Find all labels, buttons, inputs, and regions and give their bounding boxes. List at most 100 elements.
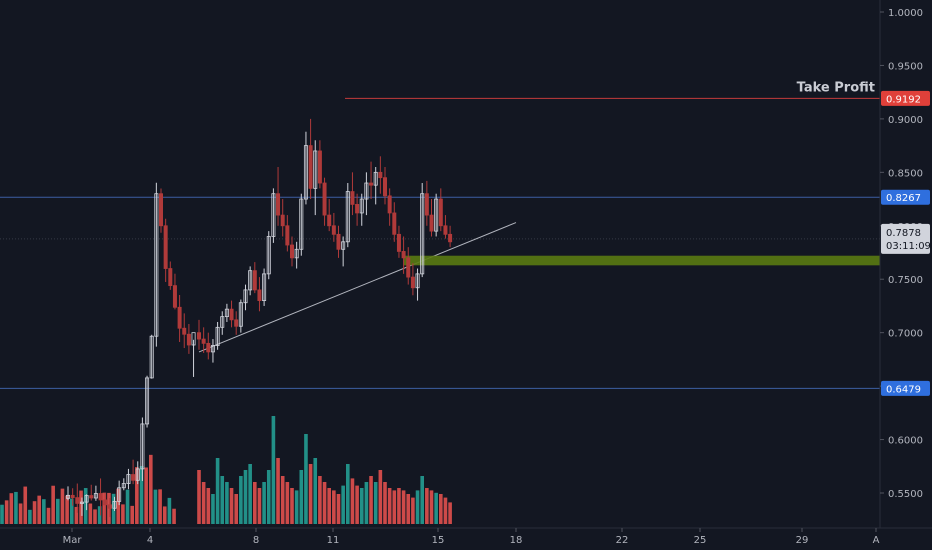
candle-early (140, 417, 145, 482)
volume-bar (322, 482, 327, 524)
candle-early (182, 313, 187, 349)
volume-bar-early (172, 508, 176, 524)
volume-bar-early (69, 498, 74, 524)
x-tick-label: 4 (147, 535, 153, 546)
candle (364, 172, 369, 216)
candle-early (126, 468, 131, 490)
volume-bar (294, 490, 299, 524)
candle (271, 188, 276, 243)
candle-body (89, 495, 94, 499)
x-tick-label: 25 (694, 535, 707, 546)
candle (257, 277, 262, 312)
volume-bar-early (158, 489, 162, 524)
candle-body (98, 493, 103, 501)
candle-body (369, 182, 374, 186)
candle-body (387, 195, 392, 214)
volume-bar-early (162, 506, 167, 524)
candle (382, 166, 387, 205)
candle (378, 156, 383, 194)
volume-bar (299, 470, 304, 524)
candle-body (252, 270, 257, 291)
candle-early (75, 483, 80, 513)
volume-bar (234, 494, 238, 524)
candle (285, 215, 290, 252)
candle-body (117, 487, 122, 502)
volume-bar (332, 490, 336, 524)
volume-bar (355, 485, 359, 524)
candle-body (186, 333, 191, 346)
candle-body (107, 504, 112, 509)
volume-bar-early (23, 486, 28, 524)
candle-early (66, 486, 71, 501)
volume-bar (448, 502, 452, 524)
volume-bar (392, 490, 397, 524)
y-tick-label: 0.9000 (888, 115, 923, 126)
candle-body (299, 198, 304, 250)
candle-body (341, 241, 346, 250)
candle (387, 188, 392, 226)
candle-body (131, 474, 136, 481)
volume-bar (341, 485, 345, 524)
countdown-label: 03:11:09 (886, 241, 931, 252)
candle (420, 183, 425, 278)
candle-body (429, 214, 434, 232)
volume-bar (290, 488, 294, 524)
candle-body (66, 494, 71, 499)
volume-bar (327, 488, 331, 524)
candle-body (434, 198, 439, 232)
candle-early (177, 294, 182, 342)
candlesticks (66, 118, 453, 521)
volume-bar-early (79, 490, 83, 524)
candle (373, 166, 378, 205)
candle-early (186, 323, 191, 354)
support-label: 0.6479 (886, 384, 921, 395)
candle-body (364, 182, 369, 200)
volume-bar (304, 434, 308, 524)
candle-early (168, 261, 173, 290)
y-tick-label: 0.6000 (888, 436, 923, 447)
candle-body (201, 338, 206, 344)
candle (262, 268, 267, 306)
candle (424, 180, 429, 226)
candle-body (238, 302, 243, 327)
volume-bar (280, 476, 285, 524)
volume-bar (406, 494, 411, 524)
candle-body (103, 499, 108, 506)
candle (238, 299, 243, 333)
candle-body (313, 150, 318, 189)
volume-bar-early (74, 506, 79, 524)
volume-bar (239, 476, 243, 524)
volume-bar-early (14, 491, 18, 524)
volume-bar (271, 416, 276, 524)
x-tick-label: 11 (327, 535, 340, 546)
volume-bar (229, 488, 234, 524)
candle-early (103, 492, 108, 521)
candle-early (79, 497, 84, 516)
candle-body (317, 150, 322, 184)
candle-body (271, 193, 276, 237)
candle-body (327, 214, 332, 227)
candle (443, 215, 448, 239)
volume-bar (336, 494, 341, 524)
candle-body (406, 257, 411, 278)
candle-body (163, 225, 168, 269)
candle (345, 183, 350, 248)
candle-body (262, 273, 267, 301)
candle-body (177, 306, 182, 329)
candle-body (126, 474, 131, 484)
candle-body (220, 316, 225, 328)
candle-body (75, 497, 80, 504)
volume-bar-early (83, 488, 88, 524)
candle-early (107, 498, 112, 518)
candle-body (158, 193, 163, 227)
current-price-label-bg (881, 223, 930, 254)
support-zone (404, 255, 880, 266)
candle-early (149, 334, 154, 379)
candle-body (206, 342, 211, 353)
volume-bar (346, 464, 350, 524)
y-tick-label: 0.7500 (888, 275, 923, 286)
candle-body (224, 308, 229, 318)
candle-body (280, 214, 285, 227)
candle-body (373, 171, 378, 186)
